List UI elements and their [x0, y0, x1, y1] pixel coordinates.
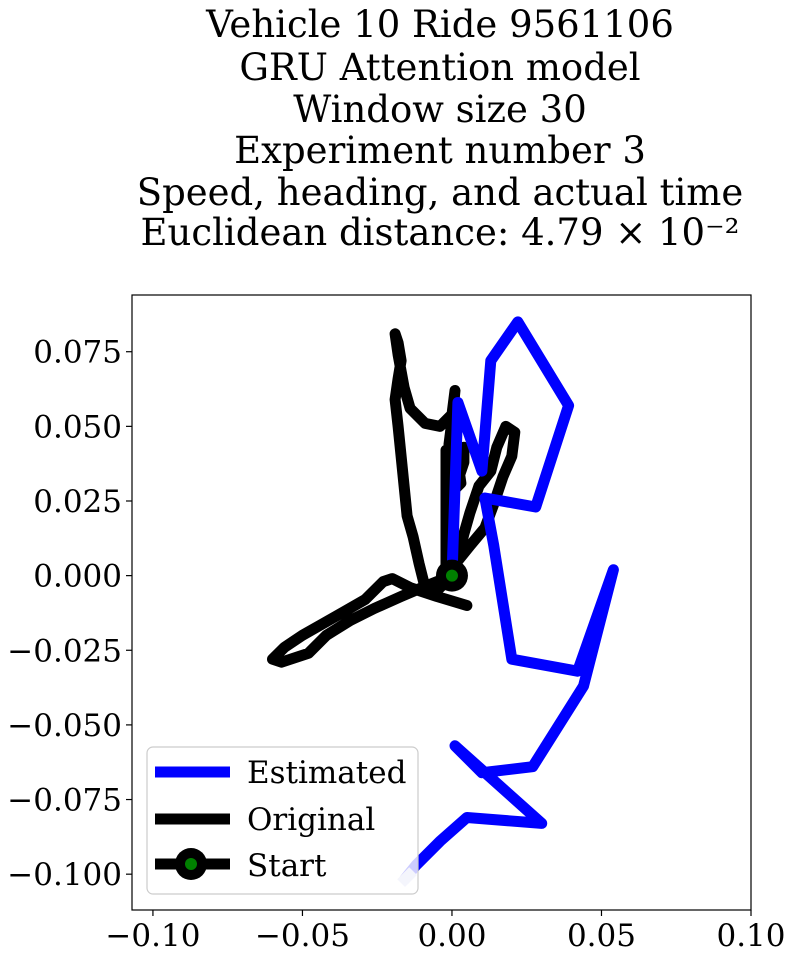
y-tick-label: −0.075 [7, 783, 122, 819]
x-axis: −0.10 −0.05 0.00 0.05 0.10 [105, 910, 786, 954]
y-tick-label: 0.000 [33, 559, 122, 595]
series-line-estimated [399, 316, 619, 884]
legend: Estimated Original Start [146, 746, 419, 895]
plot-frame [131, 294, 752, 911]
x-tick-label: 0.00 [417, 918, 486, 954]
y-tick-label: 0.050 [33, 409, 122, 445]
legend-start-marker-center [185, 858, 197, 870]
legend-estimated-label: Estimated [247, 755, 406, 791]
title-line-6: Euclidean distance: 4.79 × 10⁻² [141, 211, 740, 254]
y-tick-label: −0.050 [7, 708, 122, 744]
y-tick-label: 0.025 [33, 484, 122, 520]
x-tick-label: −0.10 [105, 918, 200, 954]
y-tick-label: −0.100 [7, 857, 122, 893]
y-axis: 0.075 0.050 0.025 0.000 −0.025 −0.050 −0.075 −0… [7, 335, 132, 893]
x-tick-label: 0.10 [716, 918, 785, 954]
legend-box [146, 746, 419, 895]
y-tick-label: 0.075 [33, 335, 122, 371]
x-tick-label: −0.05 [255, 918, 350, 954]
start-marker-center [445, 569, 458, 582]
title-line-2: GRU Attention model [239, 46, 640, 89]
title-line-4: Experiment number 3 [234, 129, 646, 172]
title-line-1: Vehicle 10 Ride 9561106 [205, 3, 674, 46]
title-line-3: Window size 30 [293, 88, 587, 131]
start-layer [435, 559, 468, 592]
legend-original-label: Original [247, 802, 375, 838]
legend-start-label: Start [247, 848, 327, 884]
y-tick-label: −0.025 [7, 633, 122, 669]
title-line-5: Speed, heading, and actual time [137, 171, 744, 214]
x-tick-label: 0.05 [567, 918, 636, 954]
chart-title: Vehicle 10 Ride 9561106 GRU Attention mo… [137, 3, 744, 254]
